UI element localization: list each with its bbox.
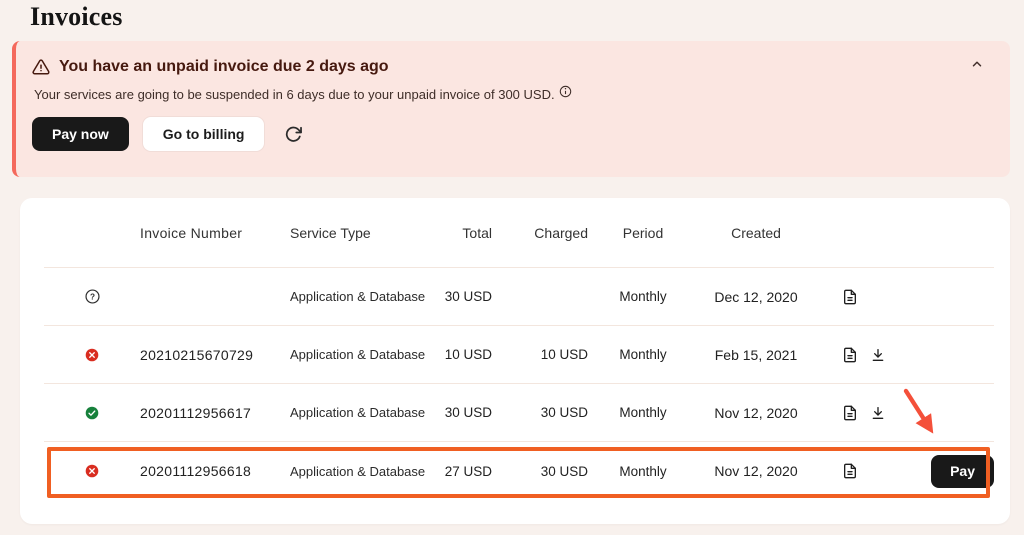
- svg-text:?: ?: [89, 292, 94, 301]
- document-icon[interactable]: [842, 289, 858, 305]
- alert-header: You have an unpaid invoice due 2 days ag…: [32, 58, 990, 76]
- invoice-number: 20210215670729: [140, 346, 254, 363]
- document-icon[interactable]: [842, 405, 858, 421]
- table-row: 20210215670729 Application & Database 10…: [44, 326, 994, 384]
- pay-button[interactable]: Pay: [931, 454, 994, 488]
- download-icon[interactable]: [870, 347, 886, 363]
- billing-period: Monthly: [619, 347, 667, 362]
- billing-period: Monthly: [619, 289, 667, 304]
- total-amount: 10 USD: [444, 347, 492, 362]
- invoice-number: 20201112956618: [140, 463, 252, 479]
- created-date: Nov 12, 2020: [714, 463, 798, 479]
- unpaid-invoice-alert: You have an unpaid invoice due 2 days ag…: [12, 41, 1010, 177]
- service-type: Application & Database: [290, 463, 426, 479]
- billing-period: Monthly: [619, 405, 667, 420]
- invoice-number: 20201112956617: [140, 404, 252, 421]
- refresh-icon[interactable]: [282, 123, 305, 146]
- warning-triangle-icon: [32, 58, 50, 76]
- alert-actions: Pay now Go to billing: [32, 117, 990, 151]
- pay-now-button[interactable]: Pay now: [32, 117, 129, 151]
- table-row: ? Application & Database 30 USD Monthly …: [44, 268, 994, 326]
- charged-amount: 10 USD: [540, 347, 588, 362]
- table-row-unpaid-highlighted: 20201112956618 Application & Database 27…: [44, 442, 994, 500]
- invoices-card: Invoice Number Service Type Total Charge…: [20, 198, 1010, 524]
- alert-message: Your services are going to be suspended …: [34, 85, 990, 102]
- chevron-up-icon[interactable]: [968, 55, 986, 73]
- status-paid-icon: [85, 406, 99, 420]
- table-header-row: Invoice Number Service Type Total Charge…: [44, 198, 994, 268]
- status-unknown-icon: ?: [84, 289, 100, 304]
- created-date: Feb 15, 2021: [714, 346, 798, 363]
- download-icon[interactable]: [870, 405, 886, 421]
- charged-amount: 30 USD: [540, 463, 588, 479]
- created-date: Nov 12, 2020: [714, 404, 798, 421]
- header-service-type: Service Type: [290, 224, 371, 241]
- info-circle-icon[interactable]: [559, 85, 572, 98]
- service-type: Application & Database: [290, 289, 426, 304]
- page-title: Invoices: [30, 2, 123, 31]
- header-created: Created: [731, 224, 781, 241]
- status-failed-icon: [85, 348, 99, 362]
- total-amount: 27 USD: [444, 463, 492, 479]
- service-type: Application & Database: [290, 405, 426, 420]
- total-amount: 30 USD: [444, 289, 492, 304]
- table-row: 20201112956617 Application & Database 30…: [44, 384, 994, 442]
- billing-period: Monthly: [619, 463, 667, 479]
- go-to-billing-button[interactable]: Go to billing: [142, 117, 265, 151]
- created-date: Dec 12, 2020: [714, 288, 798, 305]
- header-total: Total: [462, 224, 492, 241]
- document-icon[interactable]: [842, 347, 858, 363]
- document-icon[interactable]: [842, 463, 858, 479]
- alert-title: You have an unpaid invoice due 2 days ag…: [59, 58, 389, 75]
- charged-amount: 30 USD: [540, 405, 588, 420]
- total-amount: 30 USD: [444, 405, 492, 420]
- header-period: Period: [622, 224, 664, 241]
- header-charged: Charged: [534, 224, 588, 241]
- service-type: Application & Database: [290, 347, 426, 362]
- header-invoice-number: Invoice Number: [140, 224, 243, 241]
- status-failed-icon: [85, 464, 99, 478]
- alert-message-text: Your services are going to be suspended …: [34, 87, 555, 102]
